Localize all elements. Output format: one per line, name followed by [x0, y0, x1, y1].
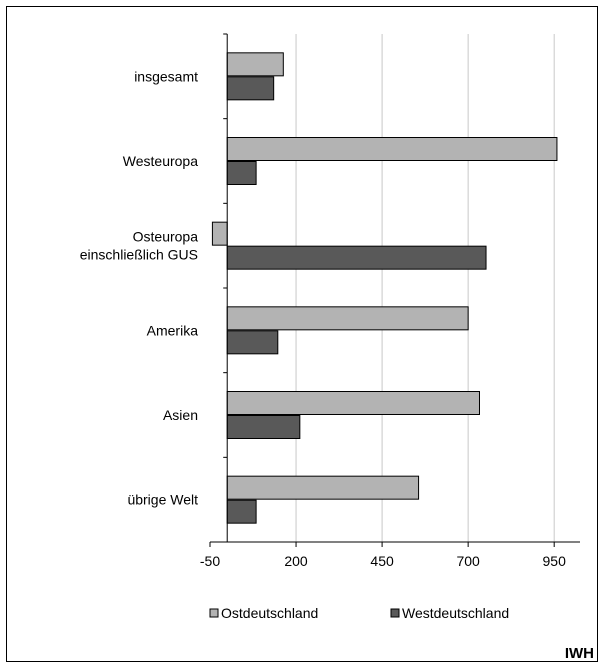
bar-ostdeutschland — [226, 306, 469, 331]
bar-westdeutschland — [226, 415, 301, 439]
x-tick-label: 950 — [543, 553, 567, 569]
legend-swatch — [209, 608, 219, 618]
category-label: übrige Welt — [127, 492, 198, 508]
legend-label: Westdeutschland — [402, 605, 509, 621]
category-label: Osteuropa — [133, 229, 199, 245]
bar-westdeutschland — [226, 499, 257, 524]
bar-ostdeutschland — [226, 52, 284, 77]
bar-westdeutschland — [226, 161, 257, 185]
bar-ostdeutschland — [226, 137, 558, 161]
legend: Ostdeutschland Westdeutschland — [209, 605, 509, 621]
bar-westdeutschland — [226, 330, 279, 355]
category-label: Asien — [163, 407, 198, 423]
bar-westdeutschland — [226, 76, 275, 101]
x-tick-label: 700 — [456, 553, 480, 569]
bar-ostdeutschland — [226, 475, 420, 500]
x-tick-label: 450 — [370, 553, 394, 569]
category-label: einschließlich GUS — [80, 247, 198, 263]
legend-swatch — [390, 608, 400, 618]
bar-ostdeutschland — [211, 221, 228, 246]
bar-chart: insgesamt Westeuropa Osteuropa einschließli… — [6, 6, 598, 662]
source-watermark: IWH — [565, 645, 594, 662]
gridlines — [295, 34, 555, 542]
x-tick-label: -50 — [200, 553, 220, 569]
category-label: Amerika — [147, 322, 199, 338]
x-tick-label: 200 — [284, 553, 308, 569]
category-labels: insgesamt Westeuropa Osteuropa einschließli… — [80, 68, 198, 507]
legend-label: Ostdeutschland — [221, 605, 318, 621]
bar-ostdeutschland — [226, 391, 480, 415]
bars — [211, 52, 558, 524]
tick-labels: -50 200 450 700 950 — [200, 553, 566, 569]
bar-westdeutschland — [226, 245, 487, 270]
category-label: insgesamt — [134, 68, 198, 84]
axes — [209, 33, 580, 547]
category-label: Westeuropa — [123, 153, 198, 169]
chart-frame: insgesamt Westeuropa Osteuropa einschließli… — [6, 6, 598, 662]
chart-border — [6, 6, 598, 662]
